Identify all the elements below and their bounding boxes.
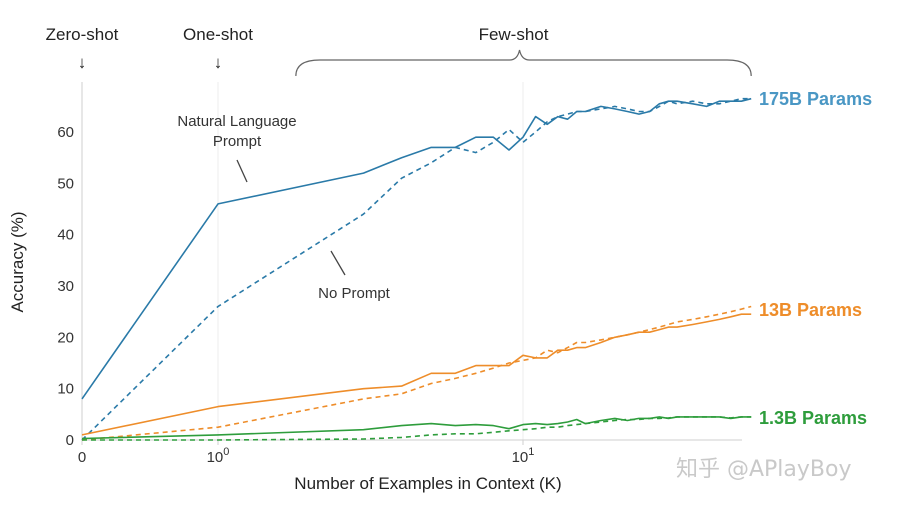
series-line-175b-params-natural-language-prompt xyxy=(81,97,752,400)
region-label: Few-shot xyxy=(479,25,549,44)
y-tick-labels: 0 10 20 30 40 50 60 xyxy=(57,124,74,449)
series-line-1-3b-params-natural-language-prompt xyxy=(81,416,752,440)
annotation-natural-language-prompt: Natural Language xyxy=(177,113,296,130)
y-tick-label: 40 xyxy=(57,227,74,244)
series-line-13b-params-no-prompt xyxy=(81,305,752,441)
few-shot-brace xyxy=(295,49,752,77)
y-tick-label: 20 xyxy=(57,329,74,346)
y-tick-label: 10 xyxy=(57,381,74,398)
region-label: One-shot xyxy=(183,25,253,44)
annotation-no-prompt: No Prompt xyxy=(318,285,391,302)
series-label: 1.3B Params xyxy=(759,408,867,428)
x-tick-labels: 0 100 101 xyxy=(78,440,535,466)
series-label: 13B Params xyxy=(759,300,862,320)
series-line-13b-params-natural-language-prompt xyxy=(81,313,752,436)
y-tick-label: 50 xyxy=(57,175,74,192)
shot-regions: Zero-shot ↓ One-shot ↓ Few-shot xyxy=(46,25,752,77)
series-label: 175B Params xyxy=(759,89,872,109)
series-lines xyxy=(81,97,752,441)
x-tick-label: 101 xyxy=(512,446,535,466)
series-line-175b-params-no-prompt xyxy=(81,97,752,441)
region-label: Zero-shot xyxy=(46,25,119,44)
annotation-pointer xyxy=(236,159,248,183)
x-axis-title: Number of Examples in Context (K) xyxy=(294,474,561,493)
annotations: Natural Language Prompt No Prompt xyxy=(177,113,390,302)
y-tick-label: 0 xyxy=(66,432,74,449)
annotation-natural-language-prompt: Prompt xyxy=(213,133,262,150)
gridlines xyxy=(217,82,524,440)
y-tick-label: 60 xyxy=(57,124,74,141)
region-arrow: ↓ xyxy=(78,53,87,72)
x-tick-label: 0 xyxy=(78,449,86,466)
axes xyxy=(81,82,742,441)
y-axis-title: Accuracy (%) xyxy=(8,211,27,312)
region-arrow: ↓ xyxy=(214,53,223,72)
series-labels: 175B Params 13B Params 1.3B Params xyxy=(759,89,872,428)
watermark: 知乎 @APlayBoy xyxy=(676,457,852,482)
annotation-pointer xyxy=(330,250,346,276)
x-tick-label: 100 xyxy=(207,446,230,466)
y-tick-label: 30 xyxy=(57,278,74,295)
